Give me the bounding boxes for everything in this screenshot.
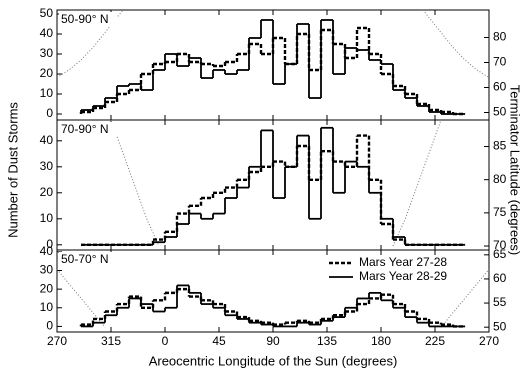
y2-tick-label: 75 [493,205,507,219]
x-tick-label: 0 [162,334,169,348]
y-tick-label: 30 [40,159,54,173]
y-tick-label: 40 [40,244,54,258]
terminator-line [56,268,490,328]
x-tick-label: 135 [317,334,337,348]
y-tick-label: 20 [40,66,54,80]
y2-tick-label: 70 [493,55,507,69]
x-axis-label: Areocentric Longitude of the Sun (degree… [149,353,398,368]
y-axis-label: Number of Dust Storms [5,102,20,238]
y2-tick-label: 60 [493,80,507,94]
y-tick-label: 0 [46,106,53,120]
y-tick-label: 50 [40,6,54,20]
y-tick-label: 10 [40,300,54,314]
y2-tick-label: 85 [493,139,507,153]
y-tick-label: 40 [40,26,54,40]
terminator-line [56,9,490,78]
panel-label: 70-90° N [61,122,109,136]
y-tick-label: 20 [40,185,54,199]
y2-tick-label: 60 [493,271,507,285]
x-tick-label: 270 [47,334,67,348]
y2-tick-label: 55 [493,295,507,309]
y-tick-label: 10 [40,86,54,100]
terminator-line [110,119,442,247]
y-tick-label: 30 [40,46,54,60]
panel-label-bg [59,252,117,267]
panel-label: 50-90° N [61,12,109,26]
panel-label-bg [59,12,117,27]
y-tick-label: 30 [40,263,54,277]
x-tick-label: 180 [371,334,391,348]
x-tick-label: 225 [425,334,445,348]
panel-label: 50-70° N [61,252,109,266]
y-tick-label: 20 [40,281,54,295]
y2-tick-label: 80 [493,30,507,44]
y-tick-label: 0 [46,237,53,251]
x-tick-label: 315 [101,334,121,348]
legend-label: Mars Year 27-28 [359,255,447,269]
x-tick-label: 45 [212,334,226,348]
y2-tick-label: 50 [493,105,507,119]
y2-tick-label: 70 [493,238,507,252]
x-tick-label: 90 [266,334,280,348]
panel-label-bg [59,122,117,137]
x-tick-label: 270 [479,334,499,348]
y-tick-label: 40 [40,133,54,147]
y2-tick-label: 65 [493,247,507,261]
y-tick-label: 10 [40,211,54,225]
y2-tick-label: 50 [493,319,507,333]
y2-axis-label: Terminator Latitude (degrees) [508,85,523,256]
y-tick-label: 0 [46,319,53,333]
y2-tick-label: 80 [493,172,507,186]
legend-label: Mars Year 28-29 [359,269,447,283]
